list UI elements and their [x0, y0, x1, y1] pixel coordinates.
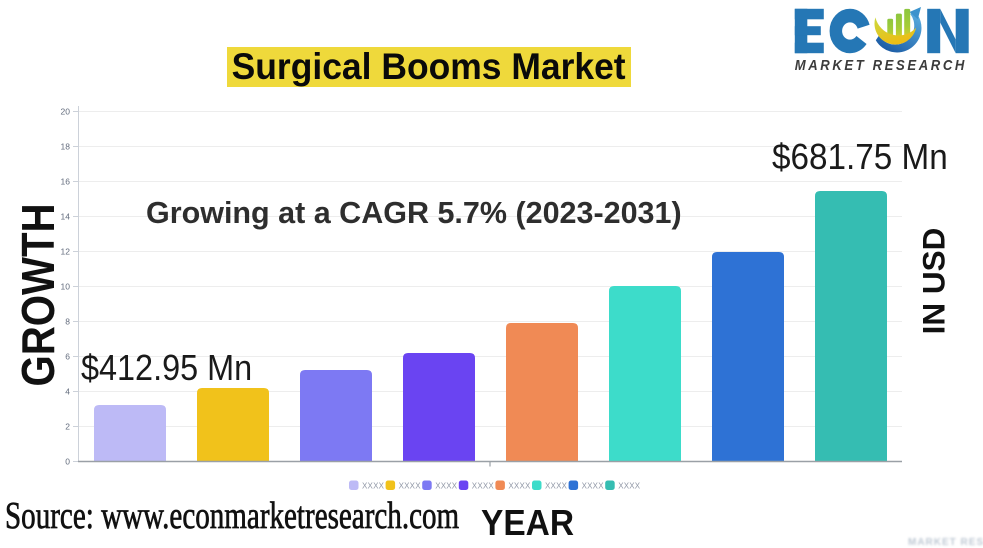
svg-text:16: 16	[61, 177, 71, 187]
svg-text:MARKET RESEARCH: MARKET RESEARCH	[795, 57, 967, 74]
svg-text:XXXX: XXXX	[435, 482, 458, 491]
svg-text:6: 6	[65, 352, 70, 362]
svg-text:20: 20	[61, 107, 71, 117]
svg-text:XXXX: XXXX	[472, 482, 495, 491]
svg-text:10: 10	[61, 282, 71, 292]
svg-text:0: 0	[65, 457, 70, 467]
svg-text:12: 12	[61, 247, 71, 257]
svg-text:XXXX: XXXX	[618, 482, 641, 491]
svg-text:XXXX: XXXX	[362, 482, 385, 491]
svg-text:14: 14	[61, 212, 71, 222]
svg-text:2: 2	[65, 422, 70, 432]
svg-text:XXXX: XXXX	[508, 482, 531, 491]
svg-text:4: 4	[65, 387, 70, 397]
svg-text:8: 8	[65, 317, 70, 327]
svg-text:XXXX: XXXX	[582, 482, 605, 491]
svg-text:18: 18	[61, 142, 71, 152]
svg-text:XXXX: XXXX	[399, 482, 422, 491]
svg-text:XXXX: XXXX	[545, 482, 568, 491]
